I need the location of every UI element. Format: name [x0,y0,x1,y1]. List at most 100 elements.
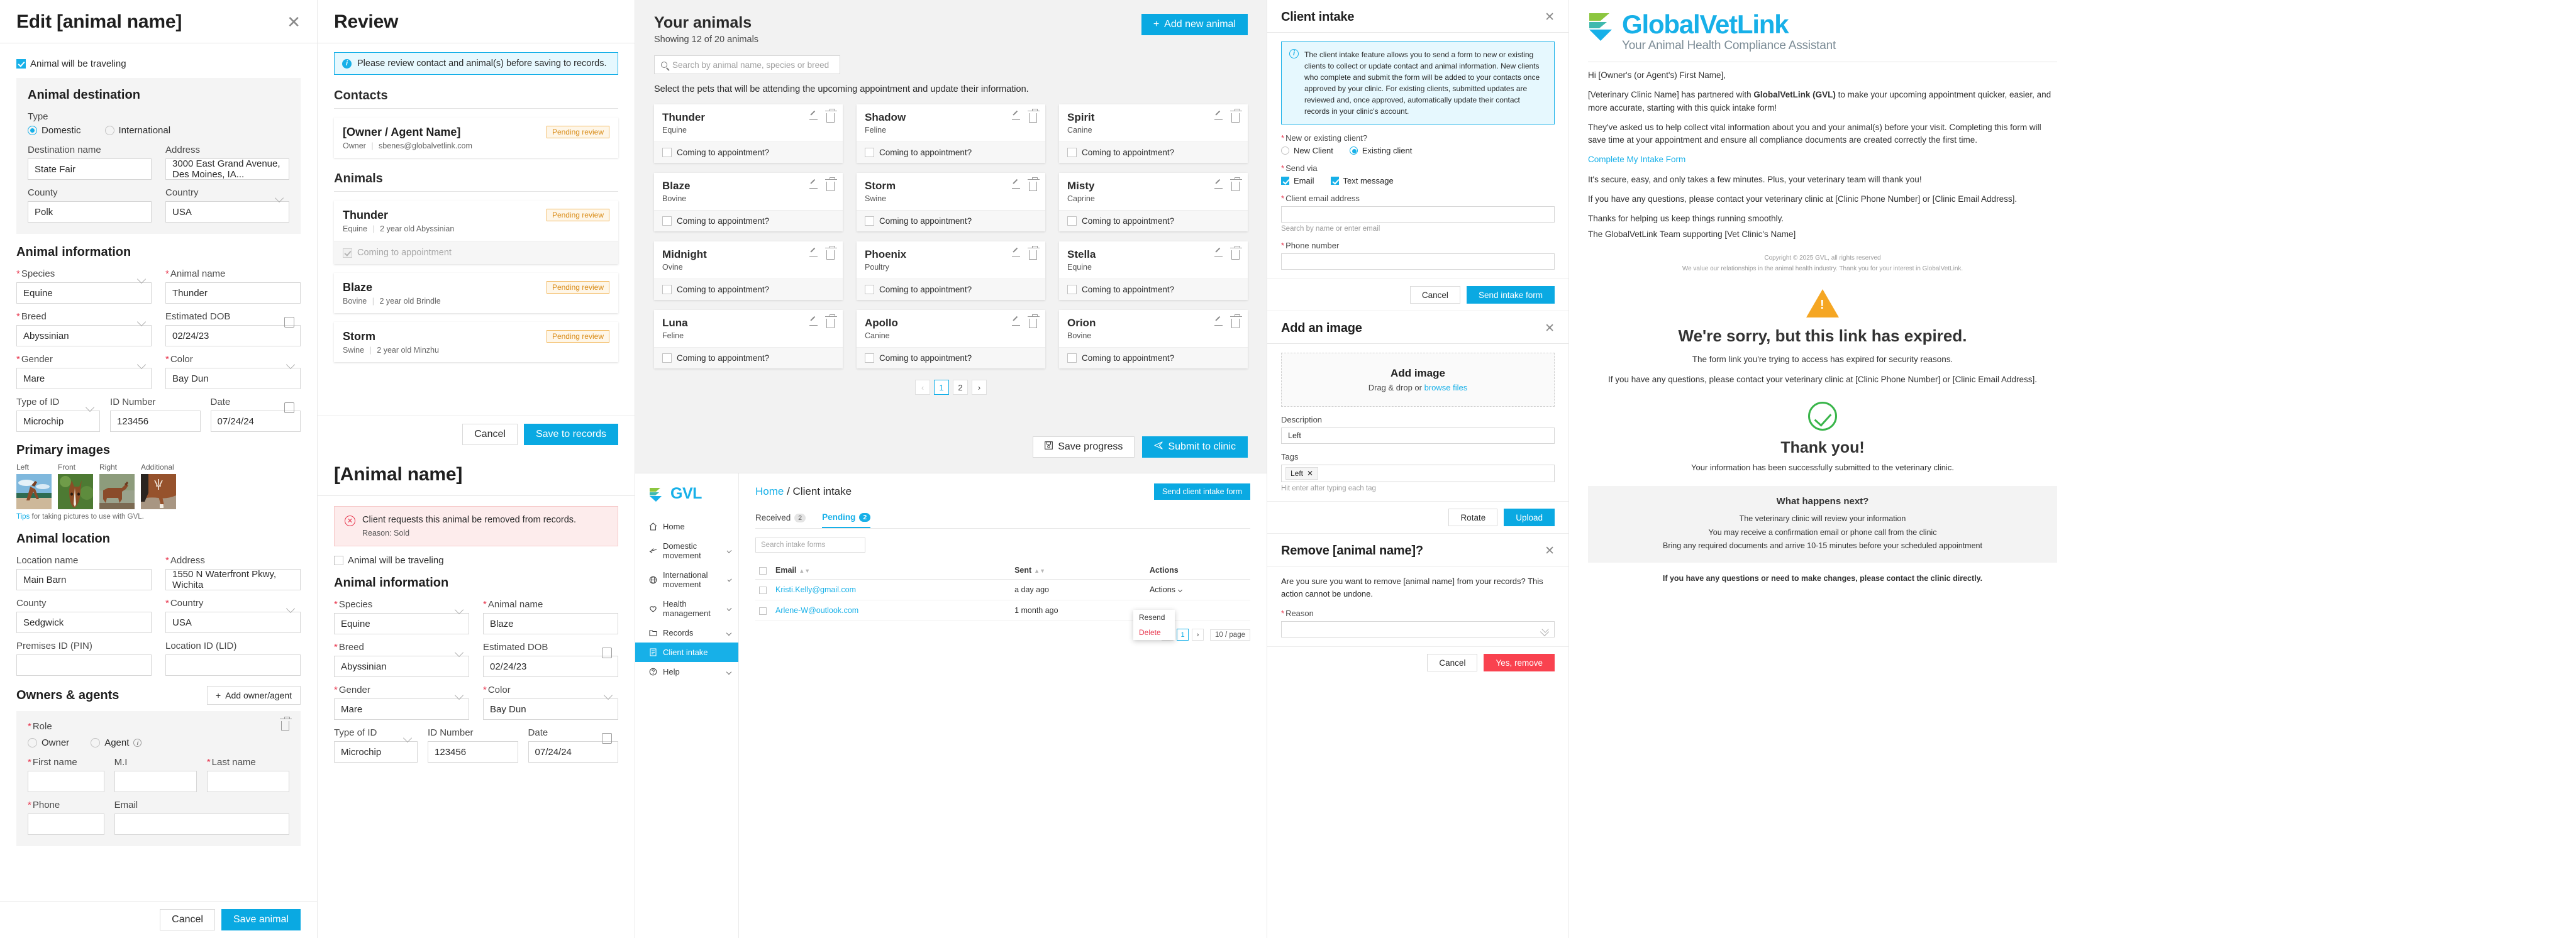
sidebar-item-health-management[interactable]: Health management [635,594,738,623]
color-select[interactable]: Bay Dun [483,698,618,720]
mi-input[interactable] [114,771,197,792]
contact-card[interactable]: [Owner / Agent Name] Owner | sbenes@glob… [334,118,618,158]
horse-photo-additional[interactable] [141,474,176,509]
review-animal-card[interactable]: Thunder Equine | 2 year old Abyssinian P… [334,201,618,264]
species-select[interactable]: Equine [16,282,152,304]
pagination-next[interactable]: › [972,380,987,395]
animal-card[interactable]: Shadow Feline Coming to appointment? [857,104,1045,163]
animal-card[interactable]: Orion Bovine Coming to appointment? [1059,310,1248,368]
edit-icon[interactable] [1214,182,1223,191]
radio-icon[interactable] [28,738,37,748]
breed-select[interactable]: Abyssinian [16,325,152,346]
checkbox-icon[interactable] [1281,177,1289,185]
checkbox-icon[interactable] [759,566,767,575]
horse-photo-right[interactable] [99,474,135,509]
rotate-button[interactable]: Rotate [1448,509,1498,526]
checkbox-icon[interactable] [759,586,767,594]
trash-icon[interactable] [1230,314,1242,328]
animal-card[interactable]: Misty Caprine Coming to appointment? [1059,173,1248,231]
phone-number-input[interactable] [1281,253,1555,270]
close-icon[interactable]: ✕ [287,13,301,31]
complete-intake-form-link[interactable]: Complete My Intake Form [1588,155,1686,165]
thumbnail-additional[interactable]: Additional [141,463,176,509]
review-cancel-button[interactable]: Cancel [462,424,518,445]
trash-icon[interactable] [1028,246,1040,260]
animal-card[interactable]: Stella Equine Coming to appointment? [1059,241,1248,300]
checkbox-icon[interactable] [865,285,874,294]
review-animal-card[interactable]: Blaze Bovine | 2 year old Brindle Pendin… [334,273,618,313]
checkbox-email[interactable]: Email [1281,176,1314,185]
close-icon[interactable]: ✕ [1545,11,1555,24]
coming-to-appointment-checkbox[interactable]: Coming to appointment? [654,210,843,231]
row-email-link[interactable]: Arlene-W@outlook.com [775,606,859,615]
checkbox-icon[interactable] [16,59,26,69]
add-new-animal-button[interactable]: + Add new animal [1141,14,1248,35]
edit-icon[interactable] [1214,251,1223,260]
radio-agent[interactable]: Agent i [91,737,142,748]
animal-name-input[interactable]: Blaze [483,613,618,634]
id-number-input[interactable]: 123456 [428,741,518,763]
thumbnail-front[interactable]: Front [58,463,93,509]
close-icon[interactable]: ✕ [1307,469,1314,478]
radio-icon[interactable] [1349,146,1358,155]
checkbox-icon[interactable] [1330,177,1339,185]
menu-item-resend[interactable]: Resend [1139,613,1165,622]
pagination-page-2[interactable]: 2 [953,380,968,395]
first-name-input[interactable] [28,771,104,792]
coming-to-appointment-checkbox[interactable]: Coming to appointment? [857,347,1045,368]
breed-select[interactable]: Abyssinian [334,656,469,677]
trash-icon[interactable] [280,717,292,731]
horse-photo-left[interactable] [16,474,52,509]
close-icon[interactable]: ✕ [1545,544,1555,558]
row-checkbox-cell[interactable] [755,579,772,600]
row-actions-dropdown[interactable]: Actions [1150,585,1182,594]
info-icon[interactable]: i [133,739,142,747]
review-animal-card[interactable]: Storm Swine | 2 year old Minzhu Pending … [334,322,618,362]
email-input[interactable] [114,814,289,835]
species-select[interactable]: Equine [334,613,469,634]
animal-card[interactable]: Blaze Bovine Coming to appointment? [654,173,843,231]
radio-international[interactable]: International [104,125,170,136]
radio-owner[interactable]: Owner [28,737,69,748]
sidebar-item-records[interactable]: Records [635,623,738,643]
destination-name-input[interactable]: State Fair [28,158,152,180]
trash-icon[interactable] [825,177,837,191]
id-date-input[interactable]: 07/24/24 [528,741,618,763]
intake-search-input[interactable]: Search intake forms [755,538,865,553]
pin-input[interactable] [16,654,152,676]
edit-icon[interactable] [1214,319,1223,328]
checkbox-icon[interactable] [759,607,767,615]
row-checkbox-cell[interactable] [755,600,772,621]
color-select[interactable]: Bay Dun [165,368,301,389]
edit-icon[interactable] [1011,182,1020,191]
trash-icon[interactable] [1028,177,1040,191]
animal-card[interactable]: Thunder Equine Coming to appointment? [654,104,843,163]
trash-icon[interactable] [1230,177,1242,191]
intake-pagination-page[interactable]: 1 [1177,629,1189,641]
edit-icon[interactable] [809,251,818,260]
animal-card[interactable]: Storm Swine Coming to appointment? [857,173,1045,231]
breadcrumb-home[interactable]: Home [755,485,784,497]
send-intake-form-button[interactable]: Send intake form [1466,286,1555,304]
coming-to-appointment-checkbox[interactable]: Coming to appointment? [654,279,843,300]
location-country-select[interactable]: USA [165,612,301,633]
save-animal-button[interactable]: Save animal [221,909,301,930]
coming-to-appointment-checkbox[interactable]: Coming to appointment? [1059,210,1248,231]
search-input[interactable]: Search by animal name, species or breed [654,55,840,74]
id-type-select[interactable]: Microchip [334,741,418,763]
radio-domestic[interactable]: Domestic [28,125,81,136]
sidebar-item-international-movement[interactable]: International movement [635,565,738,594]
radio-icon[interactable] [91,738,101,748]
submit-to-clinic-button[interactable]: Submit to clinic [1142,436,1248,458]
sidebar-item-domestic-movement[interactable]: Domestic movement [635,536,738,565]
id-date-input[interactable]: 07/24/24 [210,411,301,432]
edit-icon[interactable] [809,319,818,328]
animal-card[interactable]: Midnight Ovine Coming to appointment? [654,241,843,300]
radio-icon[interactable] [104,126,114,135]
traveling-checkbox[interactable]: Animal will be traveling [334,555,618,566]
sidebar-item-client-intake[interactable]: Client intake [635,643,738,662]
checkbox-icon[interactable] [334,556,343,565]
coming-to-appointment-checkbox[interactable]: Coming to appointment? [1059,279,1248,300]
animal-name-input[interactable]: Thunder [165,282,301,304]
coming-to-appointment-checkbox[interactable]: Coming to appointment? [857,141,1045,163]
